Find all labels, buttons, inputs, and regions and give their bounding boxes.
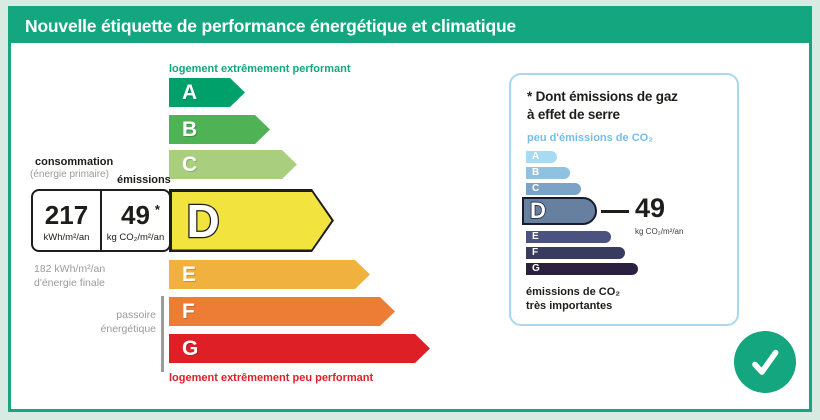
co2-low-emissions-label: peu d'émissions de CO₂: [527, 132, 654, 144]
co2-class-a-letter: A: [532, 151, 540, 162]
page-title: Nouvelle étiquette de performance énergé…: [25, 15, 516, 36]
energy-class-c-arrow: C: [169, 150, 297, 179]
consumption-unit: kWh/m²/an: [43, 231, 90, 243]
energy-class-g-letter: G: [182, 337, 199, 360]
energy-label-card: Nouvelle étiquette de performance énergé…: [8, 6, 812, 412]
energy-class-g-arrow: G: [169, 334, 430, 363]
energy-sieve-bracket: [161, 296, 164, 372]
consumption-value: 217: [44, 199, 89, 230]
co2-class-b-bar: B: [526, 167, 570, 179]
emissions-label: émissions: [117, 174, 171, 186]
co2-value-connector-line: [601, 210, 629, 213]
energy-class-e-arrow: E: [169, 260, 370, 289]
co2-selected-unit: kg CO₂/m²/an: [635, 227, 684, 236]
co2-class-f-bar: F: [526, 247, 625, 259]
co2-class-g-bar: G: [526, 263, 638, 275]
energy-class-c-letter: C: [182, 153, 198, 176]
co2-high-emissions-label: émissions de CO₂ très importantes: [526, 286, 621, 312]
primary-energy-sublabel: (énergie primaire): [30, 169, 109, 180]
co2-selected-value: 49: [635, 193, 666, 223]
values-box: 217 kWh/m²/an 49 * kg CO₂/m²/an: [31, 189, 171, 252]
energy-class-b-letter: B: [182, 118, 198, 141]
co2-class-c-bar: C: [526, 183, 581, 195]
top-performance-label: logement extrêmement performant: [169, 63, 351, 75]
consumption-label: consommation: [35, 156, 114, 168]
emissions-value: 49 *: [121, 201, 160, 229]
validated-badge: [734, 331, 796, 393]
co2-emissions-panel: * Dont émissions de gaz à effet de serre…: [509, 73, 739, 326]
co2-class-d-bar-selected: D: [522, 197, 597, 225]
energy-sieve-label: passoire énergétique: [100, 309, 156, 335]
co2-panel-title: * Dont émissions de gaz à effet de serre: [527, 89, 678, 122]
energy-class-d-arrow-selected: D: [169, 189, 334, 252]
bottom-performance-label: logement extrêmement peu performant: [169, 372, 374, 384]
co2-class-c-letter: C: [532, 183, 540, 194]
check-icon: [752, 349, 779, 375]
co2-class-g-letter: G: [532, 263, 540, 274]
co2-class-e-letter: E: [532, 231, 539, 242]
energy-class-e-letter: E: [182, 263, 197, 286]
co2-class-b-letter: B: [532, 167, 540, 178]
energy-class-a-arrow: A: [169, 78, 245, 107]
co2-class-e-bar: E: [526, 231, 611, 243]
co2-class-d-letter: D: [529, 198, 546, 224]
consumption-cell: 217 kWh/m²/an: [33, 191, 100, 250]
energy-class-b-arrow: B: [169, 115, 270, 144]
emissions-asterisk: *: [154, 201, 160, 217]
emissions-cell: 49 * kg CO₂/m²/an: [102, 191, 169, 250]
header-band: Nouvelle étiquette de performance énergé…: [11, 9, 809, 43]
energy-class-a-letter: A: [182, 81, 198, 104]
energy-class-f-arrow: F: [169, 297, 395, 326]
emissions-unit: kg CO₂/m²/an: [106, 231, 165, 243]
final-energy-note: 182 kWh/m²/an d'énergie finale: [34, 263, 106, 289]
values-divider: [100, 191, 102, 250]
co2-class-a-bar: A: [526, 151, 557, 163]
co2-class-f-letter: F: [532, 247, 539, 258]
energy-class-d-letter: D: [186, 194, 220, 247]
energy-class-f-letter: F: [182, 300, 195, 323]
energy-class-d-arrow-fill: D: [172, 192, 332, 250]
